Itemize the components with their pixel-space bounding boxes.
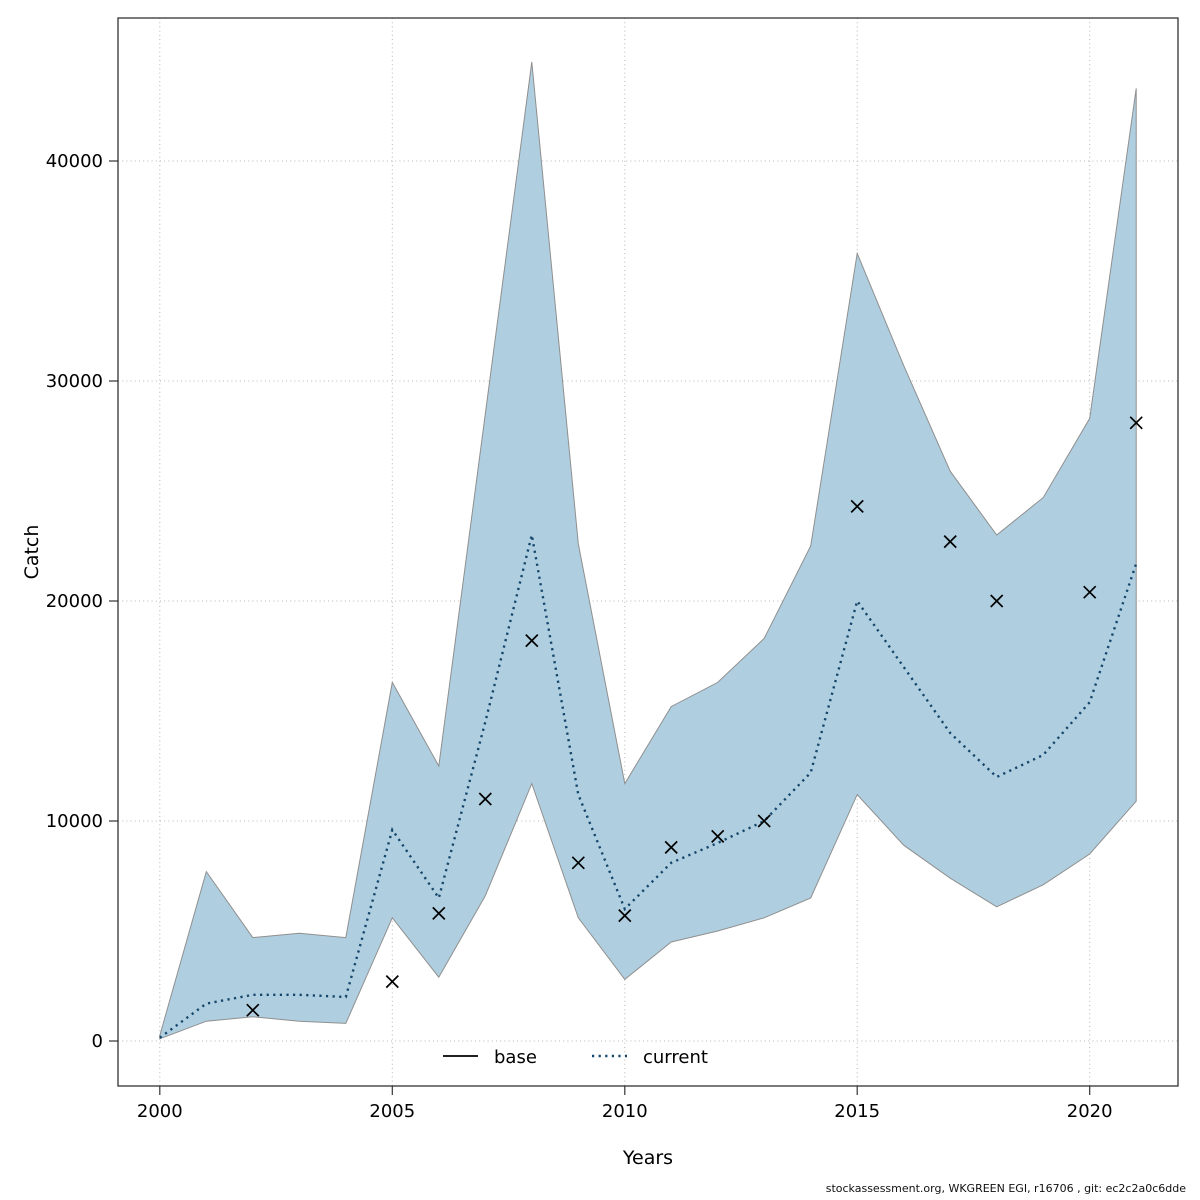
x-tick-label: 2010	[602, 1101, 648, 1122]
legend: base current	[443, 1047, 708, 1068]
obs-x-marker	[571, 856, 585, 870]
obs-x-marker	[246, 1003, 260, 1017]
footer-attribution: stockassessment.org, WKGREEN EGI, r16706…	[826, 1182, 1186, 1195]
obs-x-marker	[850, 499, 864, 514]
x-tick-label: 2000	[137, 1101, 183, 1122]
obs-x-marker	[478, 792, 492, 806]
y-tick-label: 20000	[46, 591, 103, 612]
y-axis-label: Catch	[21, 525, 43, 580]
obs-x-marker	[664, 840, 678, 855]
obs-x-marker	[618, 908, 632, 923]
obs-x-marker	[432, 906, 446, 921]
plot-border	[117, 17, 1179, 1087]
x-tick-label: 2020	[1067, 1101, 1113, 1122]
axes: 2000 2005 2010 2015 2020 0 10000 20000 30000 4000…	[46, 17, 1179, 1122]
obs-x-marker	[943, 534, 957, 549]
obs-x-marker	[990, 594, 1004, 608]
x-tick-label: 2005	[369, 1101, 415, 1122]
obs-x-marker	[711, 829, 725, 844]
x-tick-label: 2015	[834, 1101, 880, 1122]
observation-markers	[246, 416, 1143, 1017]
y-tick-label: 10000	[46, 811, 103, 832]
current-line	[159, 534, 1138, 1039]
confidence-band	[159, 61, 1137, 1040]
confidence-band-polygon	[159, 61, 1137, 1040]
y-tick-label: 30000	[46, 371, 103, 392]
y-tick-label: 40000	[46, 151, 103, 172]
legend-current-label: current	[643, 1047, 708, 1068]
x-axis-label: Years	[622, 1147, 673, 1169]
obs-x-marker	[757, 814, 771, 828]
obs-x-marker	[525, 633, 539, 648]
current-line-path	[159, 534, 1138, 1039]
legend-base-label: base	[494, 1047, 537, 1068]
obs-x-marker	[385, 974, 399, 989]
y-tick-label: 0	[92, 1031, 103, 1052]
obs-x-marker	[1129, 416, 1143, 430]
obs-x-marker	[1083, 585, 1097, 599]
